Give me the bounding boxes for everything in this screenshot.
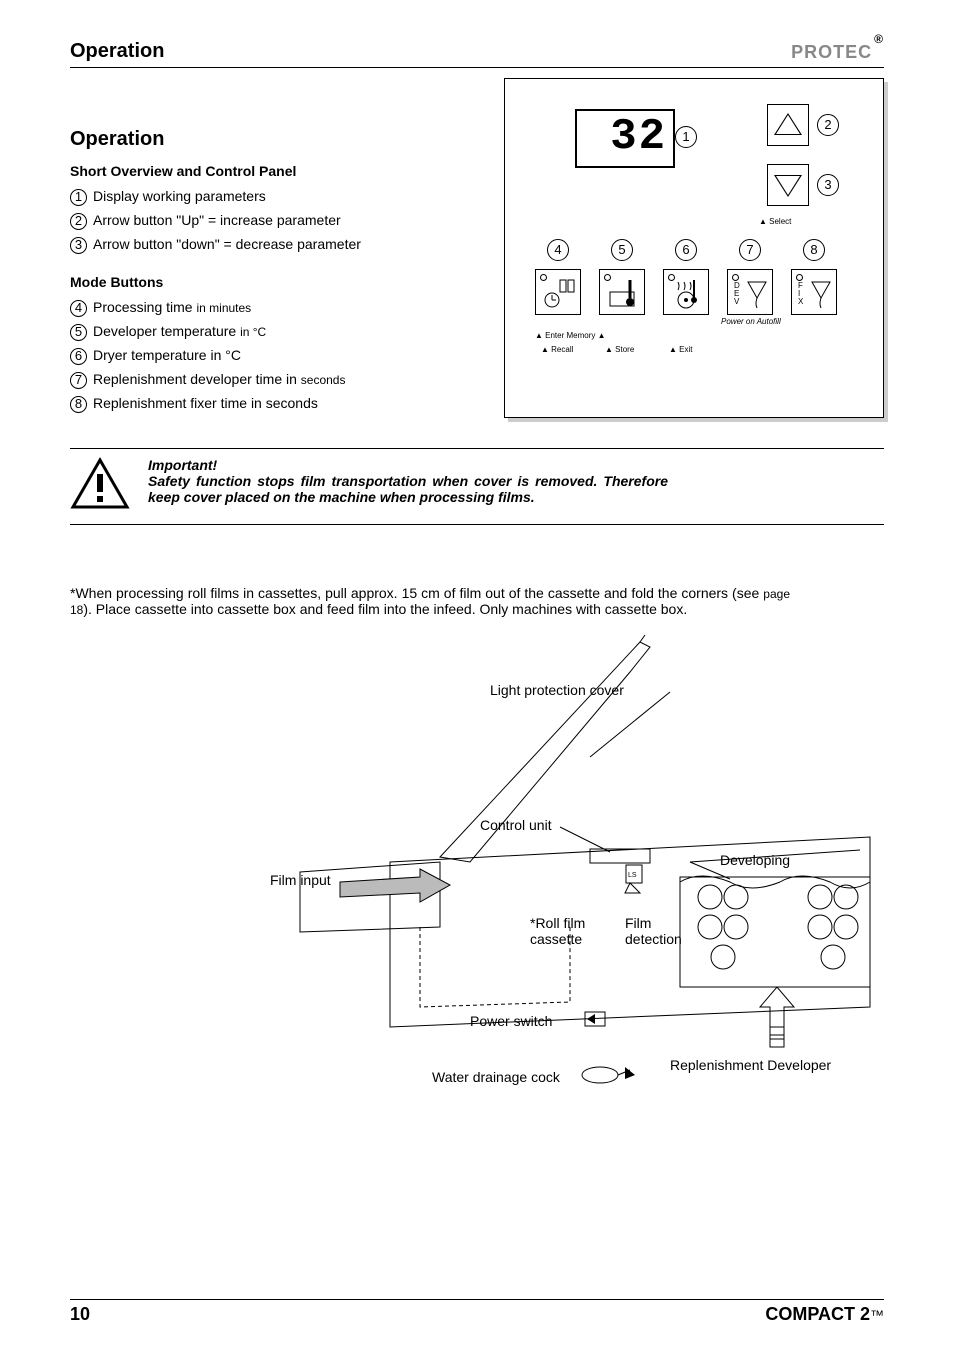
overview-list: 1 Display working parameters 2 Arrow butto… [70,185,474,256]
list-item: 7 Replenishment developer time in seconds [70,368,474,392]
mode-time-button[interactable] [535,269,581,315]
list-item: 3 Arrow button "down" = decrease paramete… [70,233,474,257]
control-panel-figure: 32 1 2 3 ▲ Select 4 5 6 7 8 [504,78,884,418]
important-note: Important! Safety function stops film tr… [70,448,884,525]
enter-memory-label: ▲ Enter Memory ▲ [535,331,606,340]
dev-label: DEV [734,282,740,306]
list-suffix: in °C [240,325,266,339]
callout-3: 3 [817,174,839,196]
list-text: Replenishment fixer time in seconds [93,392,318,416]
recall-label: ▲ Recall [541,345,573,354]
callout-number: 1 [70,189,87,206]
list-text: Dryer temperature in °C [93,344,241,368]
section-title: Operation [70,128,474,151]
fix-label: FIX [798,282,803,306]
list-item: 4 Processing time in minutes [70,296,474,320]
arrow-up-button[interactable] [767,104,809,146]
mode-replenish-fix-button[interactable]: FIX [791,269,837,315]
label-developing: Developing [720,852,790,868]
tm-mark: ™ [870,1307,884,1323]
page-footer: 10 COMPACT 2™ [70,1299,884,1325]
logo-text: PROTEC [791,42,872,62]
lcd-display: 32 [575,109,675,168]
warning-icon [70,457,130,516]
exit-label: ▲ Exit [669,345,692,354]
overview-heading: Short Overview and Control Panel [70,163,474,179]
callout-number: 3 [70,237,87,254]
list-suffix: in minutes [196,301,251,315]
page-number: 10 [70,1304,90,1325]
list-text: Replenishment developer time in [93,371,297,387]
store-label: ▲ Store [605,345,634,354]
led-icon [540,274,547,281]
arrow-down-button[interactable] [767,164,809,206]
label-film-input: Film input [270,872,331,888]
registered-icon: ® [874,32,884,46]
led-icon [604,274,611,281]
label-light-cover: Light protection cover [490,682,624,698]
model-name: COMPACT 2™ [765,1304,884,1325]
callout-number: 6 [70,348,87,365]
label-power-switch: Power switch [470,1013,552,1029]
led-icon [796,274,803,281]
label-control-unit: Control unit [480,817,552,833]
list-item: 1 Display working parameters [70,185,474,209]
power-autofill-label: Power on Autofill [721,317,781,326]
machine-diagram: LS [70,627,884,1107]
important-title: Important! [148,457,668,473]
label-film-detect: Film detection [625,915,705,947]
callout-8: 8 [803,239,825,261]
list-item: 6 Dryer temperature in °C [70,344,474,368]
led-icon [668,274,675,281]
callout-number: 2 [70,213,87,230]
triangle-up-icon [774,113,802,135]
callout-4: 4 [547,239,569,261]
brand-logo: PROTEC® [789,40,884,63]
triangle-down-icon [774,175,802,197]
mode-dev-temp-button[interactable] [599,269,645,315]
callout-number: 7 [70,372,87,389]
callout-7: 7 [739,239,761,261]
modes-heading: Mode Buttons [70,274,474,290]
list-text: Processing time [93,299,193,315]
list-item: 8 Replenishment fixer time in seconds [70,392,474,416]
callout-6: 6 [675,239,697,261]
callout-1: 1 [675,126,697,148]
list-text: Display working parameters [93,185,266,209]
page-header: Operation PROTEC® [70,40,884,68]
select-label: ▲ Select [759,217,791,226]
label-water-drain: Water drainage cock [432,1069,560,1085]
ast-a: *When processing roll films in cassettes… [70,585,763,601]
ast-b: ). Place cassette into cassette box and … [83,601,687,617]
label-roll-film: *Roll film cassette [530,915,610,947]
list-item: 5 Developer temperature in °C [70,320,474,344]
header-section: Operation [70,40,164,63]
list-suffix: seconds [301,373,346,387]
important-body: Safety function stops film transportatio… [148,473,668,505]
callout-number: 4 [70,300,87,317]
callout-number: 5 [70,324,87,341]
modes-list: 4 Processing time in minutes 5 Developer t… [70,296,474,415]
callout-2: 2 [817,114,839,136]
led-icon [732,274,739,281]
callout-5: 5 [611,239,633,261]
mode-replenish-dev-button[interactable]: DEV [727,269,773,315]
mode-dryer-temp-button[interactable] [663,269,709,315]
list-text: Arrow button "down" = decrease parameter [93,233,361,257]
asterisk-note: *When processing roll films in cassettes… [70,585,790,617]
list-text: Arrow button "Up" = increase parameter [93,209,341,233]
callout-number: 8 [70,396,87,413]
label-replenish: Replenishment Developer [670,1057,831,1073]
list-text: Developer temperature [93,323,236,339]
list-item: 2 Arrow button "Up" = increase parameter [70,209,474,233]
svg-text:LS: LS [628,872,637,879]
